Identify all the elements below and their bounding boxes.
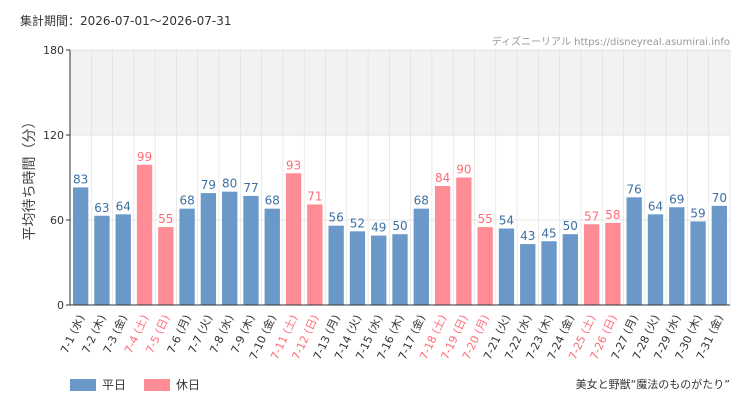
shaded-band bbox=[70, 50, 730, 135]
bar bbox=[264, 208, 280, 305]
bar bbox=[72, 187, 89, 305]
bar-value-label: 68 bbox=[414, 194, 429, 208]
bar-value-label: 99 bbox=[137, 150, 152, 164]
bar bbox=[434, 186, 451, 305]
bar bbox=[392, 234, 408, 305]
y-tick-label: 120 bbox=[43, 129, 64, 142]
bar bbox=[200, 193, 217, 305]
bar-value-label: 84 bbox=[435, 171, 450, 185]
legend-swatch-weekday bbox=[70, 378, 96, 391]
bar-value-label: 56 bbox=[328, 211, 343, 225]
bar-value-label: 93 bbox=[286, 158, 301, 172]
legend: 平日 休日 bbox=[70, 376, 218, 393]
y-tick-label: 180 bbox=[43, 44, 64, 57]
bar bbox=[626, 197, 642, 305]
bar bbox=[371, 235, 387, 305]
legend-item-holiday: 休日 bbox=[144, 376, 200, 393]
bar bbox=[456, 177, 472, 305]
y-tick-label: 0 bbox=[57, 299, 64, 312]
bar-value-label: 57 bbox=[584, 209, 599, 223]
bar bbox=[562, 234, 578, 305]
bar-value-label: 50 bbox=[563, 219, 578, 233]
bars bbox=[72, 164, 728, 305]
bar-value-label: 52 bbox=[350, 216, 365, 230]
bar-value-label: 68 bbox=[265, 194, 280, 208]
bar bbox=[541, 241, 557, 305]
bar bbox=[328, 225, 344, 305]
bar bbox=[413, 208, 429, 305]
bar-value-label: 54 bbox=[499, 214, 514, 228]
bar bbox=[711, 205, 728, 305]
legend-label-weekday: 平日 bbox=[102, 378, 127, 392]
bar bbox=[94, 215, 110, 305]
bar bbox=[307, 204, 323, 305]
bar bbox=[690, 221, 706, 305]
bar-value-label: 55 bbox=[158, 212, 173, 226]
bar bbox=[243, 195, 259, 305]
bar-value-label: 55 bbox=[478, 212, 493, 226]
y-tick-label: 60 bbox=[50, 214, 64, 227]
attraction-name: 美女と野獣“魔法のものがたり” bbox=[575, 378, 730, 391]
legend-item-weekday: 平日 bbox=[70, 376, 126, 393]
bar-value-label: 69 bbox=[669, 192, 684, 206]
bar-value-label: 77 bbox=[243, 181, 258, 195]
bar-value-label: 79 bbox=[201, 178, 216, 192]
x-tick-labels: 7-1 (水)7-2 (木)7-3 (金)7-4 (土)7-5 (日)7-6 (… bbox=[58, 312, 726, 361]
bar bbox=[115, 214, 131, 305]
bar-value-label: 80 bbox=[222, 177, 237, 191]
bar bbox=[349, 231, 366, 305]
bar-value-label: 63 bbox=[94, 201, 109, 215]
bar-value-label: 90 bbox=[456, 163, 471, 177]
bar-value-label: 76 bbox=[627, 182, 642, 196]
bar bbox=[136, 164, 153, 305]
y-axis-label: 平均待ち時間（分） bbox=[22, 115, 38, 241]
data-labels: 83 63 64 99 55 68 79 80 77 68 93 71 56 52 49 50 68 84 90 55… bbox=[73, 150, 727, 243]
legend-label-holiday: 休日 bbox=[176, 378, 201, 392]
bar-value-label: 43 bbox=[520, 229, 535, 243]
axes bbox=[69, 50, 730, 306]
period-label: 集計期間：2026-07-01〜2026-07-31 bbox=[20, 14, 232, 28]
bar-value-label: 71 bbox=[307, 189, 322, 203]
bar bbox=[520, 244, 536, 305]
bar bbox=[669, 207, 685, 305]
bar-value-label: 50 bbox=[392, 219, 407, 233]
band-120-180 bbox=[70, 50, 730, 135]
bar bbox=[222, 191, 238, 305]
bar bbox=[477, 227, 493, 305]
y-tick-labels: 0 60 120 180 bbox=[43, 44, 70, 312]
bar bbox=[285, 173, 302, 305]
bar-value-label: 83 bbox=[73, 172, 88, 186]
bar-value-label: 49 bbox=[371, 221, 386, 235]
bar-value-label: 45 bbox=[541, 226, 556, 240]
bar bbox=[498, 228, 515, 305]
bar-value-label: 68 bbox=[179, 194, 194, 208]
bar bbox=[179, 208, 195, 305]
bar-value-label: 64 bbox=[116, 199, 131, 213]
bar bbox=[158, 227, 174, 305]
bar-value-label: 58 bbox=[605, 208, 620, 222]
bar-value-label: 70 bbox=[712, 191, 727, 205]
bar bbox=[583, 224, 600, 305]
bar-value-label: 59 bbox=[690, 206, 705, 220]
legend-swatch-holiday bbox=[144, 378, 171, 391]
site-credit: ディズニーリアル https://disneyreal.asumirai.inf… bbox=[491, 37, 730, 48]
bar bbox=[605, 222, 621, 305]
grid-lines bbox=[69, 49, 731, 305]
bar bbox=[647, 214, 664, 305]
bar-value-label: 64 bbox=[648, 199, 663, 213]
